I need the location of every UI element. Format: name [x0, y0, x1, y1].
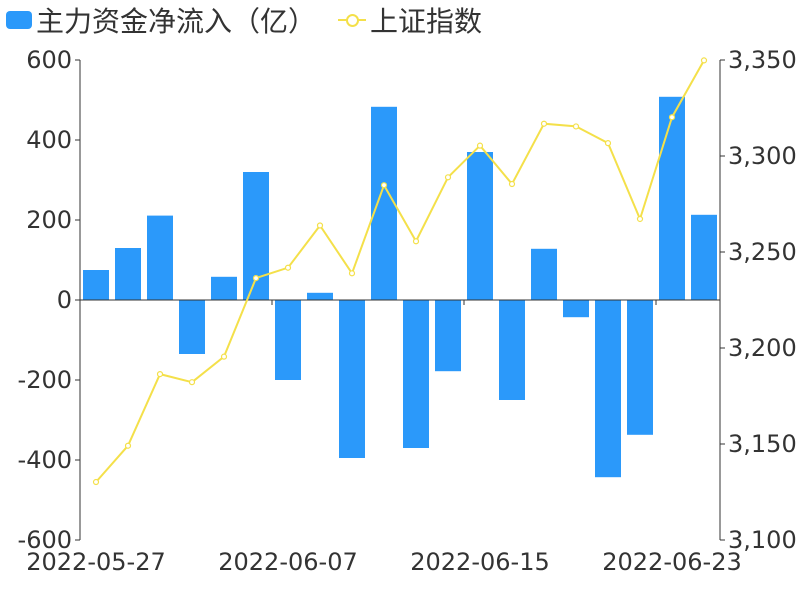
- index-point-2022-06-15: [476, 142, 484, 149]
- index-point-2022-06-09: [348, 270, 356, 277]
- legend-item-inflow[interactable]: 主力资金净流入（亿）: [6, 0, 316, 40]
- index-point-2022-06-21: [604, 140, 612, 147]
- y-left-tick-label: -200: [18, 366, 72, 394]
- index-point-2022-06-14: [444, 174, 452, 181]
- index-point-2022-05-31: [156, 371, 164, 378]
- y-right-tick-label: 3,200: [728, 334, 797, 362]
- index-point-2022-06-20: [572, 123, 580, 130]
- bar-2022-05-30: [115, 248, 141, 300]
- index-point-2022-05-27: [92, 478, 100, 486]
- bar-2022-06-09: [339, 300, 365, 458]
- legend-label-index: 上证指数: [370, 5, 483, 38]
- y-left-tick-label: -400: [18, 446, 72, 474]
- y-right-tick-label: 3,100: [728, 526, 797, 554]
- index-point-2022-06-17: [540, 120, 548, 127]
- bar-2022-06-13: [403, 300, 429, 448]
- bar-2022-06-21: [595, 300, 621, 478]
- index-point-2022-06-22: [636, 215, 644, 223]
- bar-2022-06-16: [499, 300, 525, 400]
- bar-2022-06-22: [627, 300, 653, 435]
- bar-2022-06-08: [307, 292, 333, 300]
- index-point-2022-06-06: [252, 275, 260, 282]
- x-tick-label: 2022-06-07: [218, 548, 357, 576]
- y-left-tick-label: 200: [26, 206, 72, 234]
- y-right-tick-label: 3,350: [728, 46, 797, 74]
- index-point-2022-05-30: [124, 442, 132, 449]
- index-point-2022-06-24: [700, 57, 708, 64]
- bar-2022-06-07: [275, 300, 301, 380]
- bar-2022-06-01: [179, 300, 205, 354]
- index-point-2022-06-08: [316, 222, 324, 229]
- bar-2022-06-24: [691, 214, 717, 300]
- bar-2022-05-31: [147, 215, 173, 300]
- x-tick-label: 2022-06-23: [602, 548, 741, 576]
- legend-line-swatch-icon: [338, 11, 367, 29]
- legend-bar-swatch-icon: [6, 11, 32, 29]
- legend-item-index[interactable]: 上证指数: [338, 0, 482, 40]
- y-left-tick-label: -600: [18, 526, 72, 554]
- y-left-tick-label: 600: [26, 46, 72, 74]
- x-tick-label: 2022-05-27: [26, 548, 165, 576]
- y-right-tick-label: 3,300: [728, 142, 797, 170]
- index-point-2022-06-01: [188, 379, 196, 386]
- index-point-2022-06-13: [412, 238, 420, 245]
- bar-2022-06-23: [659, 96, 685, 300]
- index-point-2022-06-16: [508, 180, 516, 188]
- index-point-2022-06-07: [284, 264, 292, 271]
- bar-2022-06-10: [371, 106, 397, 300]
- index-point-2022-06-10: [380, 182, 388, 189]
- bar-2022-06-14: [435, 300, 461, 372]
- legend: 主力资金净流入（亿） 上证指数: [6, 2, 504, 38]
- bar-2022-05-27: [83, 270, 109, 300]
- index-point-2022-06-23: [668, 114, 676, 121]
- bar-2022-06-02: [211, 276, 237, 300]
- index-point-2022-06-02: [220, 353, 228, 360]
- legend-label-inflow: 主力资金净流入（亿）: [36, 5, 317, 38]
- y-left-tick-label: 400: [26, 126, 72, 154]
- y-right-tick-label: 3,250: [728, 238, 797, 266]
- index-line: [95, 59, 705, 483]
- bar-2022-06-20: [563, 300, 589, 318]
- bar-2022-06-15: [467, 152, 493, 300]
- y-right-tick-label: 3,150: [728, 430, 797, 458]
- y-left-tick-label: 0: [57, 286, 72, 314]
- x-tick-label: 2022-06-15: [410, 548, 549, 576]
- bar-2022-06-17: [531, 248, 557, 300]
